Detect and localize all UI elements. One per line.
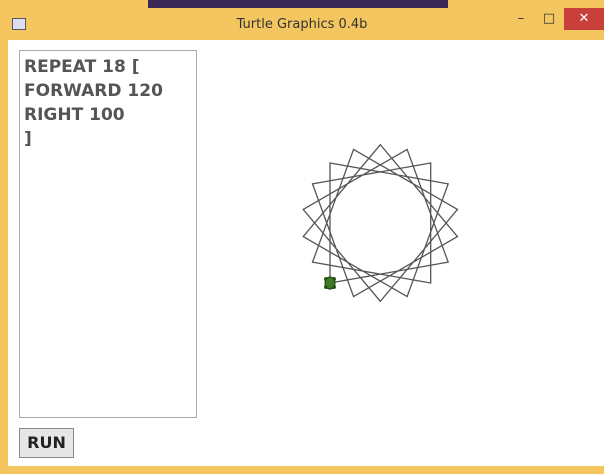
code-line: REPEAT 18 [	[24, 55, 192, 79]
app-window: Turtle Graphics 0.4b – □ ✕ REPEAT 18 [FO…	[0, 0, 604, 474]
run-button[interactable]: RUN	[19, 428, 74, 458]
close-button[interactable]: ✕	[564, 8, 604, 30]
code-line: ]	[24, 127, 192, 151]
minimize-button[interactable]: –	[508, 8, 534, 30]
title-bar: Turtle Graphics 0.4b – □ ✕	[0, 8, 604, 40]
code-line: FORWARD 120	[24, 79, 192, 103]
maximize-button[interactable]: □	[536, 8, 562, 30]
turtle	[324, 277, 336, 289]
code-line: RIGHT 100	[24, 103, 192, 127]
